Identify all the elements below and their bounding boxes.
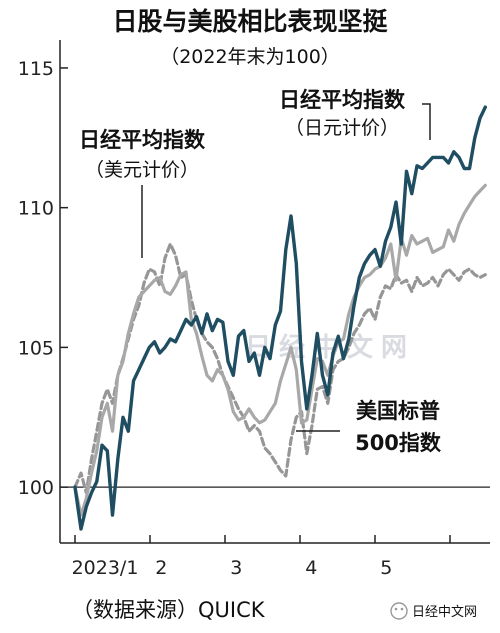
- label-nikkei-yen-line2: （日元计价）: [285, 117, 399, 139]
- x-tick-label: 2023/1: [72, 557, 139, 579]
- label-nikkei-usd-line2: （美元计价）: [85, 159, 199, 181]
- credit-text: 日经中文网: [412, 605, 477, 620]
- series-layer: [73, 105, 487, 531]
- x-tick-label: 5: [380, 557, 392, 579]
- x-axis-ticks: 2023/1 2 3 4 5: [72, 535, 451, 579]
- label-sp500-line2: 500指数: [355, 431, 442, 455]
- y-tick-label: 110: [18, 198, 54, 220]
- y-tick-label: 105: [18, 337, 54, 359]
- series-line-nikkei-yen: [73, 105, 487, 531]
- x-tick-label: 4: [305, 557, 317, 579]
- x-tick-label: 3: [230, 557, 242, 579]
- x-tick-label: 2: [155, 557, 167, 579]
- label-nikkei-yen-line1: 日经平均指数: [279, 88, 406, 112]
- y-tick-label: 100: [18, 477, 54, 499]
- series-line-nikkei-usd: [73, 183, 487, 517]
- chart-title: 日股与美股相比表现坚挺: [112, 7, 388, 36]
- series-line-sp500: [73, 242, 487, 495]
- leader-nikkei-yen: [422, 103, 431, 140]
- chart-subtitle: （2022年末为100）: [160, 46, 340, 68]
- y-tick-label: 115: [18, 58, 54, 80]
- y-axis-ticks: 100 105 110 115: [18, 58, 68, 499]
- label-nikkei-usd-line1: 日经平均指数: [79, 128, 206, 152]
- label-sp500-line1: 美国标普: [356, 399, 440, 423]
- credit-icon: [390, 602, 408, 620]
- source-note: （数据来源）QUICK: [72, 598, 266, 622]
